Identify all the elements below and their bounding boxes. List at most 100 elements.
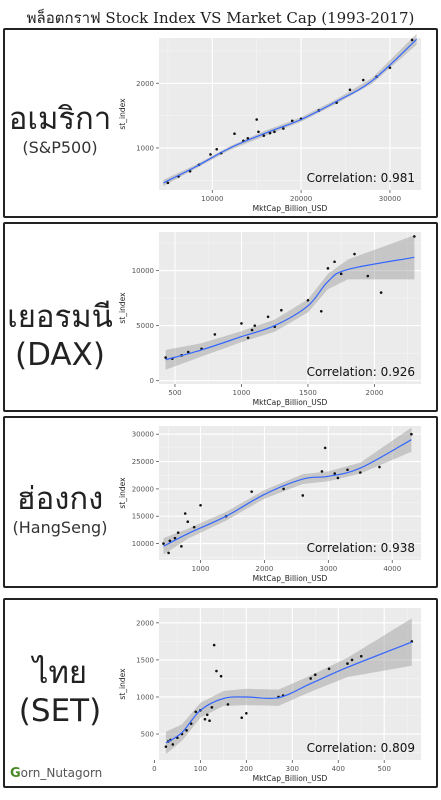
correlation-label: Correlation: 0.809 <box>307 741 415 755</box>
country-label: ฮ่องกง <box>16 481 104 517</box>
data-point <box>333 260 336 264</box>
y-axis-label: st_index <box>118 292 127 324</box>
data-point <box>189 722 193 725</box>
data-point <box>388 66 392 70</box>
y-tick-label: 500 <box>141 731 154 739</box>
country-label: เยอรมนี <box>7 299 113 335</box>
data-point <box>301 494 305 497</box>
x-tick-label: 1500 <box>299 389 317 397</box>
plot-background <box>159 38 421 190</box>
data-point <box>180 545 183 548</box>
plot-background <box>159 232 421 384</box>
data-point <box>359 654 363 658</box>
data-point <box>361 78 365 82</box>
data-point <box>262 134 266 137</box>
data-point <box>323 446 327 450</box>
data-point <box>185 729 188 732</box>
y-tick-label: 25000 <box>132 458 154 466</box>
data-point <box>253 324 257 327</box>
data-point <box>410 38 414 42</box>
index-label: (HangSeng) <box>12 518 108 537</box>
data-point <box>313 673 317 677</box>
x-tick-label: 100 <box>194 765 207 773</box>
x-axis-label: MktCap_Billion_USD <box>253 398 328 407</box>
data-point <box>255 118 258 121</box>
data-point <box>306 298 310 302</box>
y-tick-label: 10000 <box>132 540 154 548</box>
data-point <box>162 542 165 545</box>
index-label: (DAX) <box>15 337 105 373</box>
country-label: ไทย <box>32 655 88 691</box>
x-tick-label: 2000 <box>366 389 384 397</box>
data-point <box>290 119 294 123</box>
index-label: (S&P500) <box>22 138 98 157</box>
x-tick-label: 4000 <box>383 565 401 573</box>
data-point <box>240 716 244 720</box>
scatter-plot: 0 100 200 300 400 500 500 1000 1500 2000 Correlati… <box>118 608 421 783</box>
scatter-plot: 10000 20000 30000 1000 2000 Correlation: 0.98… <box>118 33 421 213</box>
data-point <box>215 147 219 151</box>
confidence-band <box>163 33 417 187</box>
data-point <box>339 272 343 276</box>
y-axis-label: st_index <box>118 477 127 509</box>
panel-label: เยอรมนี (DAX) <box>5 298 115 374</box>
data-point <box>186 520 190 524</box>
data-point <box>219 674 223 678</box>
index-label: (SET) <box>18 693 102 729</box>
data-point <box>233 132 236 136</box>
country-label: อเมริกา <box>8 101 112 137</box>
x-tick-label: 500 <box>168 389 181 397</box>
data-point <box>282 127 285 130</box>
data-point <box>326 267 330 270</box>
chart-panel-hangseng: ฮ่องกง (HangSeng) 1000 2000 3000 4000 10000 1… <box>3 416 438 588</box>
data-point <box>173 536 177 540</box>
page-title: พล็อตกราฟ Stock Index VS Market Cap (199… <box>26 9 415 27</box>
data-point <box>257 130 260 134</box>
panel-label: อเมริกา (S&P500) <box>5 100 115 158</box>
y-tick-label: 20000 <box>132 485 154 493</box>
x-tick-label: 500 <box>378 765 391 773</box>
fit-line <box>163 439 412 547</box>
y-tick-label: 1000 <box>136 693 154 701</box>
correlation-label: Correlation: 0.938 <box>307 541 415 555</box>
y-tick-label: 30000 <box>132 431 154 439</box>
data-point <box>309 677 312 680</box>
data-point <box>250 490 253 493</box>
x-tick-label: 400 <box>332 765 345 773</box>
x-tick-label: 1000 <box>192 565 210 573</box>
data-point <box>348 88 352 92</box>
y-axis-label: st_index <box>118 98 127 130</box>
data-point <box>346 468 349 472</box>
y-tick-label: 10000 <box>132 267 154 275</box>
data-point <box>199 504 202 507</box>
chart-panel-set: ไทย (SET) 0 100 200 300 400 500 500 1000 1500 200… <box>3 598 438 788</box>
fit-line <box>163 38 418 184</box>
data-point <box>203 717 207 721</box>
data-point <box>210 706 214 709</box>
chart-panel-sp500: อเมริกา (S&P500) 10000 20000 30000 1000 2000… <box>3 28 438 218</box>
correlation-label: Correlation: 0.926 <box>307 365 415 379</box>
data-point <box>336 476 340 480</box>
scatter-plot: 500 1000 1500 2000 0 5000 10000 Correlation: 0.… <box>118 232 421 407</box>
data-point <box>245 711 248 715</box>
x-tick-label: 1000 <box>233 389 251 397</box>
x-axis-label: MktCap_Billion_USD <box>253 574 328 583</box>
y-tick-label: 0 <box>150 377 154 385</box>
x-tick-label: 30000 <box>379 195 401 203</box>
x-tick-label: 20000 <box>290 195 312 203</box>
x-tick-label: 300 <box>286 765 299 773</box>
author-logo: Gorn_Nutagorn <box>10 766 102 781</box>
data-point <box>366 274 370 278</box>
data-point <box>333 472 337 475</box>
data-point <box>164 356 167 359</box>
data-point <box>209 153 212 156</box>
x-axis-label: MktCap_Billion_USD <box>253 204 328 213</box>
x-tick-label: 10000 <box>201 195 223 203</box>
data-point <box>250 328 254 332</box>
logo-letter: G <box>10 766 21 781</box>
data-point <box>280 308 283 312</box>
data-point <box>379 291 383 294</box>
y-tick-label: 5000 <box>136 322 154 330</box>
x-tick-label: 2000 <box>256 565 274 573</box>
data-point <box>350 658 354 662</box>
